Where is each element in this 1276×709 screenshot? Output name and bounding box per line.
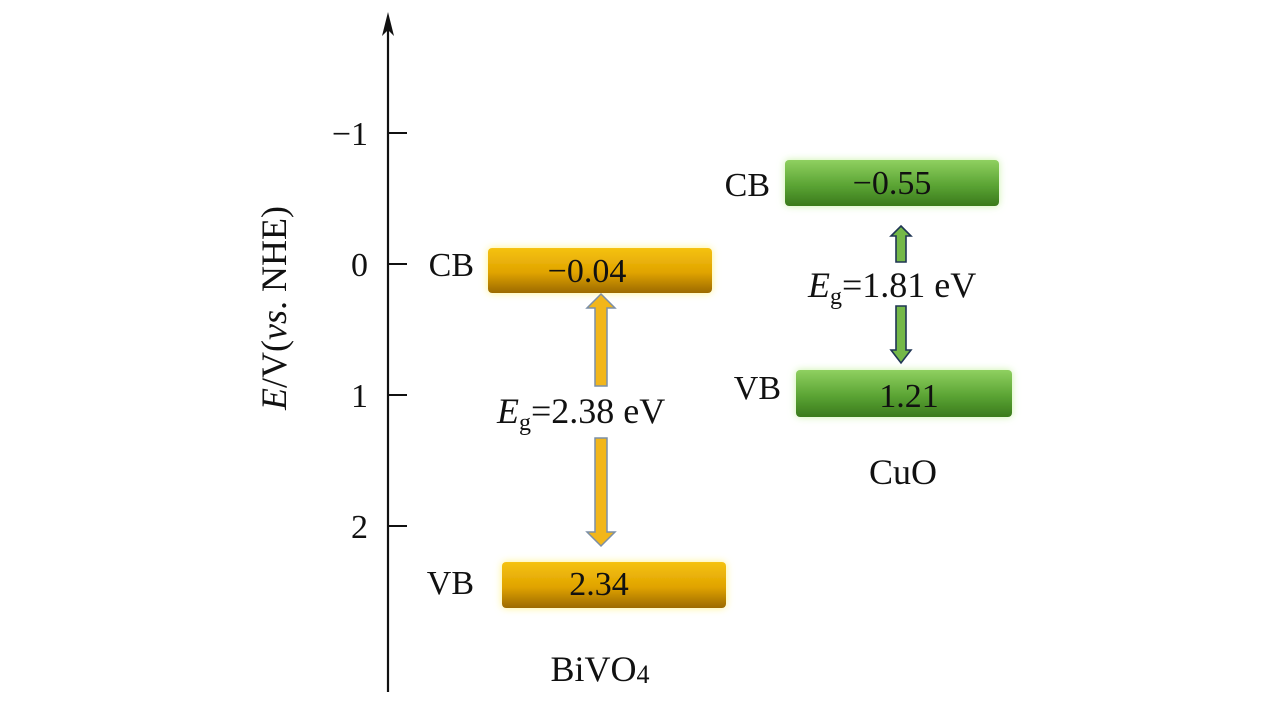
axis-title: E/V(vs. NHE) (254, 206, 294, 411)
cuo-cb-value: −0.55 (853, 165, 932, 202)
bivo4-bandgap-arrow-up (585, 292, 617, 387)
cuo-vb-label: VB (734, 370, 781, 407)
axis-arrowhead (382, 12, 394, 36)
bivo4-group: CB −0.04 Eg=2.38 eV VB 2.34 BiVO4 (427, 247, 726, 689)
bivo4-cb-band (488, 248, 712, 293)
cuo-bandgap-label: Eg=1.81 eV (807, 265, 976, 310)
cuo-bandgap-arrow-up (889, 224, 913, 263)
bivo4-vb-label: VB (427, 565, 474, 602)
cuo-cb-label: CB (725, 167, 770, 204)
bivo4-cb-value: −0.04 (548, 253, 627, 290)
bivo4-bandgap-label: Eg=2.38 eV (496, 391, 665, 436)
tick-label: 2 (351, 509, 368, 546)
tick-label: −1 (332, 116, 368, 153)
cuo-name: CuO (869, 452, 937, 492)
tick-label: 0 (351, 247, 368, 284)
bivo4-cb-label: CB (429, 247, 474, 284)
bivo4-name: BiVO4 (550, 649, 649, 689)
bivo4-bandgap-arrow-down (585, 437, 617, 548)
cuo-group: CB −0.55 Eg=1.81 eV VB 1.21 CuO (725, 160, 1012, 492)
bivo4-vb-band (502, 562, 726, 608)
bivo4-vb-value: 2.34 (569, 566, 629, 603)
cuo-vb-band (796, 370, 1012, 417)
cuo-vb-value: 1.21 (879, 378, 939, 415)
cuo-cb-band (785, 160, 999, 206)
tick-label: 1 (351, 378, 368, 415)
cuo-bandgap-arrow-down (889, 305, 913, 365)
